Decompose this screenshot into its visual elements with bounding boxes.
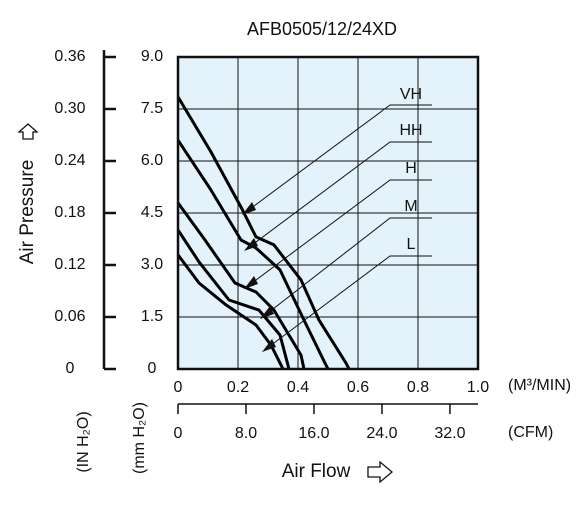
y2-tick-label: 0 bbox=[66, 360, 75, 377]
series-label: M bbox=[404, 198, 417, 215]
y-tick-label: 4.5 bbox=[141, 204, 163, 221]
right-arrow bbox=[367, 460, 394, 484]
x-tick-label: 0.2 bbox=[227, 379, 249, 396]
y-tick-label: 6.0 bbox=[141, 152, 163, 169]
leader-arrows bbox=[242, 202, 276, 352]
curves bbox=[176, 96, 351, 370]
curve bbox=[176, 254, 285, 370]
x2-tick-label: 32.0 bbox=[434, 425, 465, 442]
x-tick-label: 0.8 bbox=[407, 379, 429, 396]
series-label: L bbox=[407, 236, 416, 253]
x2-tick-label: 24.0 bbox=[366, 425, 397, 442]
y-tick-label: 7.5 bbox=[141, 100, 163, 117]
y-tick-label: 9.0 bbox=[141, 48, 163, 65]
x2-tick-label: 16.0 bbox=[298, 425, 329, 442]
y2-tick-label: 0.06 bbox=[54, 308, 85, 325]
y2-tick-label: 0.18 bbox=[54, 204, 85, 221]
series-label: HH bbox=[399, 122, 422, 139]
x-axis-title: Air Flow bbox=[282, 461, 351, 482]
x2-tick-label: 0 bbox=[174, 425, 183, 442]
y2-tick-label: 0.30 bbox=[54, 100, 85, 117]
x2-tick-label: 8.0 bbox=[235, 425, 257, 442]
y2-tick-label: 0.24 bbox=[54, 152, 85, 169]
chart-title: AFB0505/12/24XD bbox=[247, 19, 397, 39]
x-tick-label: 0.6 bbox=[347, 379, 369, 396]
curve bbox=[176, 229, 291, 370]
y2-tick-label: 0.12 bbox=[54, 256, 85, 273]
y2-unit: (IN H₂O) bbox=[75, 411, 92, 472]
x-tick-label: 0 bbox=[174, 379, 183, 396]
series-label: H bbox=[405, 160, 417, 177]
y-tick-label: 0 bbox=[148, 360, 157, 377]
y-tick-label: 3.0 bbox=[141, 256, 163, 273]
y-unit: (mm H₂O) bbox=[131, 402, 148, 474]
leaders bbox=[245, 104, 432, 350]
y2-tick-label: 0.36 bbox=[54, 48, 85, 65]
curve bbox=[176, 139, 330, 370]
series-label: VH bbox=[400, 86, 422, 103]
x2-unit: (CFM) bbox=[508, 424, 553, 441]
x-unit: (M³/MIN) bbox=[508, 377, 571, 394]
plot-border bbox=[176, 55, 480, 371]
curve bbox=[176, 96, 351, 370]
y-tick-label: 1.5 bbox=[141, 308, 163, 325]
curve bbox=[176, 202, 306, 370]
x-tick-label: 0.4 bbox=[287, 379, 309, 396]
x-tick-label: 1.0 bbox=[467, 379, 489, 396]
up-arrow bbox=[17, 123, 39, 140]
y-axis-title: Air Pressure bbox=[17, 160, 38, 265]
